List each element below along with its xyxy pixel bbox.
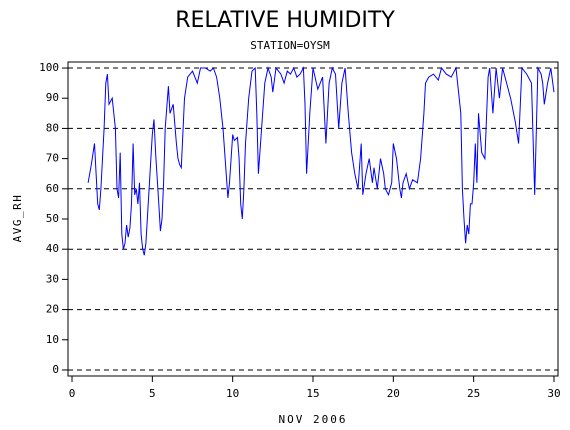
y-tick-label: 30 (46, 272, 59, 285)
y-tick-label: 90 (46, 91, 59, 104)
x-axis-label: NOV 2006 (279, 413, 348, 426)
x-tick-label: 0 (69, 387, 76, 400)
y-tick-label: 50 (46, 212, 59, 225)
y-tick-label: 60 (46, 182, 59, 195)
y-tick-label: 80 (46, 121, 59, 134)
y-tick-label: 10 (46, 333, 59, 346)
chart-subtitle: STATION=OYSM (250, 39, 330, 52)
y-tick-label: 70 (46, 152, 59, 165)
y-tick-label: 100 (39, 61, 59, 74)
x-tick-label: 30 (547, 387, 560, 400)
x-tick-label: 20 (387, 387, 400, 400)
x-tick-label: 25 (467, 387, 480, 400)
y-tick-label: 0 (52, 363, 59, 376)
data-line (87, 66, 555, 256)
chart-title: RELATIVE HUMIDITY (175, 8, 395, 33)
plot-frame (67, 61, 559, 377)
x-tick-label: 5 (149, 387, 156, 400)
y-tick-label: 40 (46, 242, 59, 255)
x-tick-label: 10 (226, 387, 239, 400)
y-axis-label: AVG_RH (11, 194, 24, 243)
x-tick-label: 15 (306, 387, 319, 400)
y-tick-label: 20 (46, 303, 59, 316)
